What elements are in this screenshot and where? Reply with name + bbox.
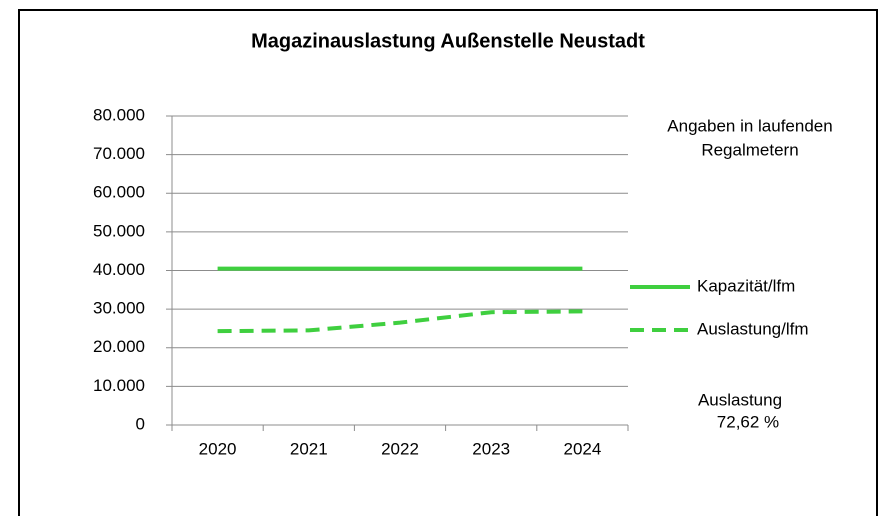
x-tick-label: 2021 bbox=[290, 439, 328, 458]
y-tick-label: 30.000 bbox=[93, 299, 145, 318]
chart-frame bbox=[18, 9, 878, 516]
x-tick-label: 2024 bbox=[563, 439, 601, 458]
y-tick-label: 60.000 bbox=[93, 183, 145, 202]
y-tick-label: 40.000 bbox=[93, 260, 145, 279]
y-tick-label: 10.000 bbox=[93, 376, 145, 395]
utilization-note: 72,62 % bbox=[717, 412, 779, 431]
y-tick-label: 50.000 bbox=[93, 221, 145, 240]
utilization-note: Auslastung bbox=[698, 390, 782, 409]
y-tick-label: 80.000 bbox=[93, 105, 145, 124]
y-tick-label: 70.000 bbox=[93, 144, 145, 163]
y-tick-label: 20.000 bbox=[93, 337, 145, 356]
note: Angaben in laufenden bbox=[667, 116, 832, 135]
chart-title: Magazinauslastung Außenstelle Neustadt bbox=[251, 30, 645, 52]
x-tick-label: 2020 bbox=[199, 439, 237, 458]
series-line bbox=[217, 309, 583, 334]
note: Regalmetern bbox=[701, 140, 798, 159]
x-tick-label: 2022 bbox=[381, 439, 419, 458]
y-tick-label: 0 bbox=[136, 414, 145, 433]
legend-label: Kapazität/lfm bbox=[697, 276, 795, 295]
x-tick-label: 2023 bbox=[472, 439, 510, 458]
legend-label: Auslastung/lfm bbox=[697, 319, 809, 338]
